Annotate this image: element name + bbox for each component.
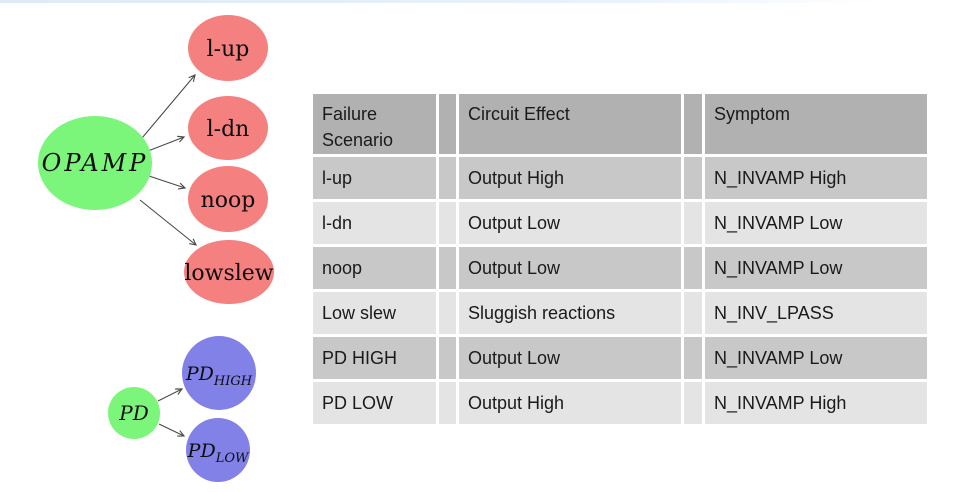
node-opamp-label: OPAMP xyxy=(42,149,149,177)
cell-scenario: PD LOW xyxy=(313,379,439,424)
node-pd xyxy=(108,387,160,439)
cell-spacer xyxy=(684,289,705,334)
pd-high-base: PD xyxy=(185,363,214,385)
table-row: PD HIGH Output Low N_INVAMP Low xyxy=(313,334,927,379)
cell-spacer xyxy=(684,379,705,424)
cell-spacer xyxy=(684,334,705,379)
node-noop xyxy=(188,166,268,232)
cell-effect: Output High xyxy=(459,154,684,199)
edge-opamp-lowslew xyxy=(139,199,197,246)
node-lowslew-label: lowslew xyxy=(184,261,273,286)
cell-spacer xyxy=(439,334,459,379)
node-opamp xyxy=(38,116,152,210)
edge-opamp-ldn xyxy=(147,135,186,152)
pd-high-sub: HIGH xyxy=(213,374,253,389)
header-circuit-effect: Circuit Effect xyxy=(459,94,684,154)
cell-spacer xyxy=(439,289,459,334)
table-row: l-dn Output Low N_INVAMP Low xyxy=(313,199,927,244)
cell-effect: Output High xyxy=(459,379,684,424)
edge-pd-pdlow xyxy=(158,423,186,437)
edge-opamp-noop xyxy=(148,175,187,190)
node-pd-low-label: PDLOW xyxy=(187,440,250,466)
cell-spacer xyxy=(439,244,459,289)
cell-symptom: N_INVAMP Low xyxy=(705,244,927,289)
header-spacer-1 xyxy=(439,94,459,154)
fault-tree-diagram: OPAMP l-up l-dn noop lowslew PD PDHIGH P… xyxy=(38,15,274,482)
table-row: noop Output Low N_INVAMP Low xyxy=(313,244,927,289)
table-row: l-up Output High N_INVAMP High xyxy=(313,154,927,199)
edge-pd-pdhigh xyxy=(157,388,184,402)
cell-symptom: N_INV_LPASS xyxy=(705,289,927,334)
pd-low-sub: LOW xyxy=(215,451,250,466)
node-pd-high xyxy=(182,336,256,410)
cell-symptom: N_INVAMP High xyxy=(705,154,927,199)
node-noop-label: noop xyxy=(201,188,256,213)
cell-scenario: noop xyxy=(313,244,439,289)
cell-effect: Output Low xyxy=(459,244,684,289)
cell-spacer xyxy=(684,244,705,289)
failure-scenario-table: Failure Scenario Circuit Effect Symptom … xyxy=(313,94,927,424)
edge-opamp-lup xyxy=(136,74,196,145)
cell-effect: Output Low xyxy=(459,199,684,244)
node-pd-high-label: PDHIGH xyxy=(185,363,253,389)
table-row: Low slew Sluggish reactions N_INV_LPASS xyxy=(313,289,927,334)
header-symptom: Symptom xyxy=(705,94,927,154)
header-failure-scenario: Failure Scenario xyxy=(313,94,439,154)
cell-scenario: Low slew xyxy=(313,289,439,334)
table-row: PD LOW Output High N_INVAMP High xyxy=(313,379,927,424)
pd-low-base: PD xyxy=(187,440,216,462)
cell-spacer xyxy=(684,154,705,199)
cell-effect: Sluggish reactions xyxy=(459,289,684,334)
node-l-dn-label: l-dn xyxy=(207,117,250,142)
cell-symptom: N_INVAMP Low xyxy=(705,199,927,244)
cell-symptom: N_INVAMP Low xyxy=(705,334,927,379)
cell-scenario: l-dn xyxy=(313,199,439,244)
node-l-up-label: l-up xyxy=(207,37,250,62)
cell-scenario: PD HIGH xyxy=(313,334,439,379)
cell-effect: Output Low xyxy=(459,334,684,379)
node-l-dn xyxy=(188,96,268,160)
node-pd-label: PD xyxy=(118,401,149,425)
cell-spacer xyxy=(439,379,459,424)
header-spacer-2 xyxy=(684,94,705,154)
table-header-row: Failure Scenario Circuit Effect Symptom xyxy=(313,94,927,154)
cell-spacer xyxy=(439,199,459,244)
cell-spacer xyxy=(684,199,705,244)
node-lowslew xyxy=(184,240,274,304)
cell-spacer xyxy=(439,154,459,199)
cell-scenario: l-up xyxy=(313,154,439,199)
node-l-up xyxy=(188,15,268,81)
cell-symptom: N_INVAMP High xyxy=(705,379,927,424)
top-edge-highlight xyxy=(0,0,880,3)
node-pd-low xyxy=(186,418,250,482)
